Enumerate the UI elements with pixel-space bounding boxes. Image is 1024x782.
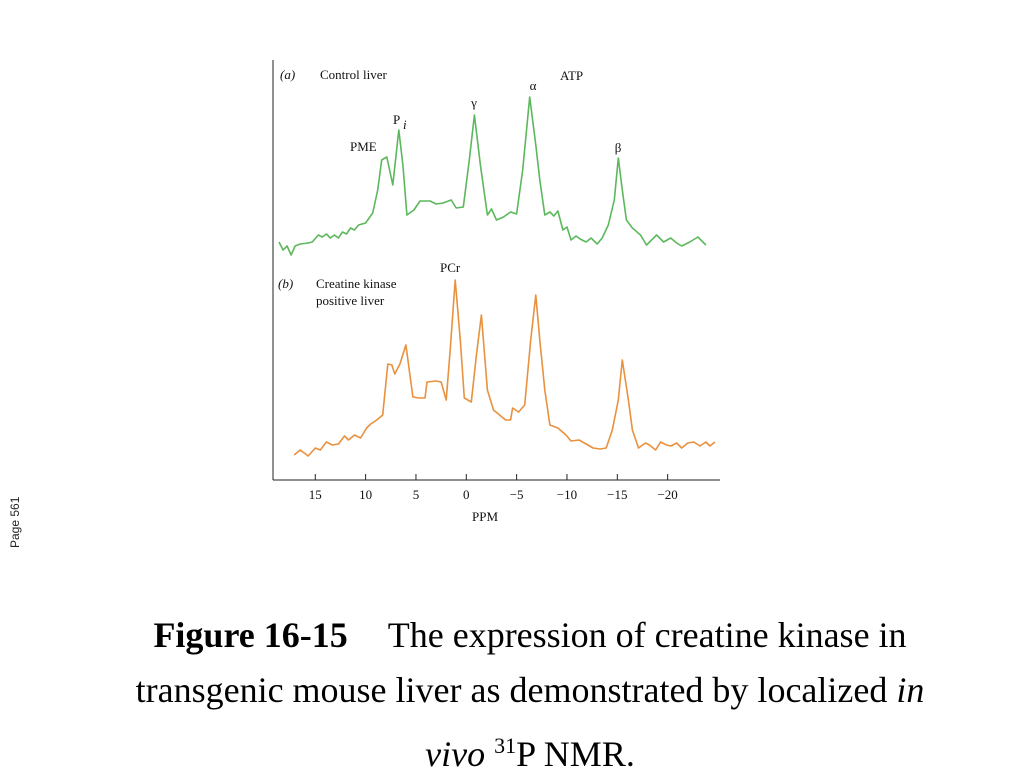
peak-label: β <box>615 140 622 155</box>
peak-label: i <box>403 117 407 132</box>
x-tick-label: −5 <box>510 487 524 502</box>
x-tick-label: −20 <box>657 487 677 502</box>
spectrum-line <box>293 279 716 457</box>
x-axis-label: PPM <box>472 509 498 524</box>
caption-text: The expression of creatine kinase in tra… <box>135 615 907 710</box>
spectrum-line <box>278 96 707 256</box>
panel-label: (b) <box>278 276 293 291</box>
x-tick-label: −10 <box>557 487 577 502</box>
peak-label: PME <box>350 139 377 154</box>
panel-label: (a) <box>280 67 295 82</box>
caption-end: P NMR. <box>516 734 635 774</box>
x-tick-label: 15 <box>309 487 322 502</box>
x-tick-label: 5 <box>413 487 420 502</box>
x-tick-label: −15 <box>607 487 627 502</box>
peak-label: ATP <box>560 68 583 83</box>
caption-italic: in vivo <box>425 670 925 774</box>
page-number: Page 561 <box>8 496 22 548</box>
caption: Figure 16-15 The expression of creatine k… <box>125 608 935 782</box>
caption-sup: 31 <box>494 733 517 758</box>
x-tick-label: 0 <box>463 487 470 502</box>
peak-label: PCr <box>440 260 461 275</box>
peak-label: γ <box>470 95 477 110</box>
peak-label: α <box>530 78 537 93</box>
panel-title: Control liver <box>320 67 387 82</box>
x-tick-label: 10 <box>359 487 372 502</box>
panel-title: Creatine kinase <box>316 276 397 291</box>
peak-label: P <box>393 112 400 127</box>
chart: (a) Control liver PME P i γ α ATP β (b) Creatine k… <box>272 60 720 524</box>
figure-label: Figure 16-15 <box>153 615 348 655</box>
panel-title: positive liver <box>316 293 385 308</box>
